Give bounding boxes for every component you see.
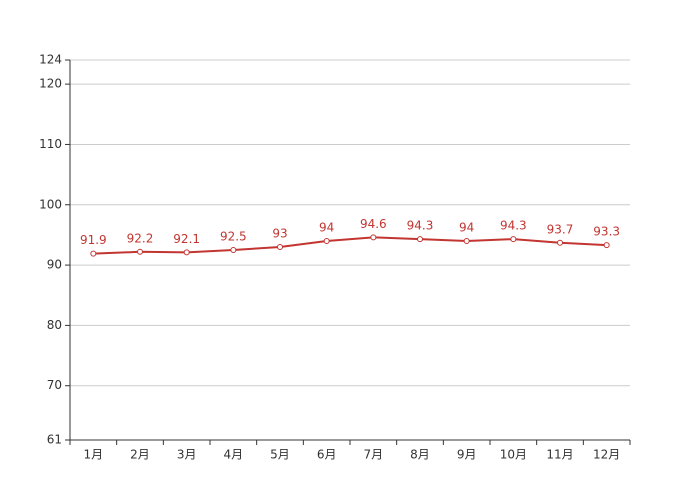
- point: [183, 249, 190, 256]
- point: [557, 239, 563, 246]
- x-tick-label: 12月: [593, 448, 620, 462]
- series-line: [93, 236, 607, 255]
- data-label: 94: [459, 220, 474, 234]
- point: [90, 250, 97, 257]
- x-tick-label: 4月: [224, 448, 244, 462]
- data-label: 94.3: [407, 219, 434, 233]
- data-label: 94.3: [500, 219, 527, 233]
- y-tick-label: 70: [47, 378, 62, 392]
- x-tick-label: 1月: [84, 448, 104, 462]
- x-tick-label: 2月: [130, 448, 150, 462]
- point: [230, 247, 237, 253]
- x-tick-label: 6月: [317, 448, 337, 462]
- data-label: 94: [319, 220, 334, 234]
- data-label: 92.2: [127, 231, 154, 245]
- x-tick-label: 8月: [410, 448, 430, 462]
- x-tick-label: 10月: [500, 448, 527, 462]
- point: [370, 234, 377, 241]
- data-label: 92.1: [173, 232, 200, 246]
- point: [510, 236, 517, 243]
- x-tick-label: 11月: [546, 448, 573, 462]
- y-tick-label: 120: [39, 77, 62, 91]
- y-tick-label: 124: [39, 53, 62, 67]
- data-label: 93.3: [593, 225, 620, 239]
- point: [323, 237, 330, 244]
- x-tick-label: 9月: [457, 448, 477, 462]
- data-label: 92.5: [220, 230, 247, 244]
- x-tick-label: 7月: [364, 448, 384, 462]
- data-label: 93: [272, 226, 287, 240]
- data-label: 94.6: [360, 217, 387, 231]
- point: [137, 248, 143, 255]
- y-tick-label: 80: [47, 318, 62, 332]
- data-label: 93.7: [547, 222, 574, 236]
- x-tick-label: 3月: [177, 448, 197, 462]
- y-tick-label: 110: [39, 137, 62, 151]
- point: [463, 237, 470, 244]
- point: [277, 243, 283, 250]
- data-label: 91.9: [80, 233, 107, 247]
- point: [603, 242, 610, 249]
- y-tick-label: 61: [47, 433, 62, 447]
- y-tick-label: 90: [47, 258, 62, 272]
- point: [417, 236, 423, 243]
- y-tick-label: 100: [39, 197, 62, 211]
- x-tick-label: 5月: [270, 448, 290, 462]
